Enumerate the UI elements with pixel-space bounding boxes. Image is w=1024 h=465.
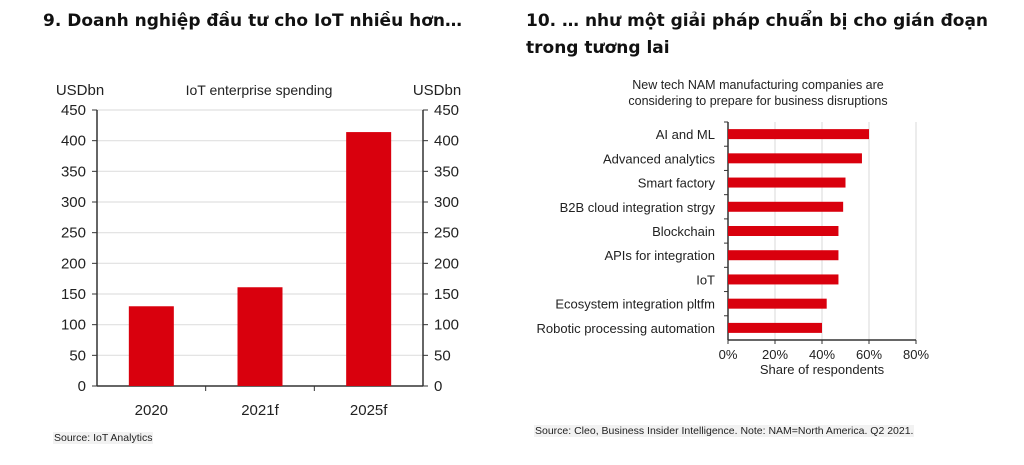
left-chart-heading: 9. Doanh nghiệp đầu tư cho IoT nhiều hơn… xyxy=(43,11,462,31)
chart-title-line: considering to prepare for business disr… xyxy=(628,94,887,108)
y-category-label: Robotic processing automation xyxy=(537,321,716,336)
bar-b2b-cloud-integration-strgy xyxy=(728,201,844,212)
x-tick-label: 20% xyxy=(762,347,788,362)
y-tick-label-left: 450 xyxy=(61,102,86,119)
y-tick-label-left: 50 xyxy=(69,347,86,364)
x-tick-label: 40% xyxy=(809,347,835,362)
y-tick-label-right: 100 xyxy=(434,317,459,334)
y-category-label: B2B cloud integration strgy xyxy=(560,200,716,215)
y-tick-label-right: 200 xyxy=(434,255,459,272)
bar-2025f xyxy=(346,132,392,386)
bar-ecosystem-integration-pltfm xyxy=(728,298,827,309)
y-tick-label-right: 50 xyxy=(434,347,451,364)
bar-ai-and-ml xyxy=(728,129,869,140)
y-tick-label-left: 200 xyxy=(61,255,86,272)
x-tick-label: 0% xyxy=(719,347,738,362)
y-tick-label-left: 300 xyxy=(61,194,86,211)
x-tick-label: 60% xyxy=(856,347,882,362)
y-tick-label-right: 250 xyxy=(434,225,459,242)
chart-title-line: New tech NAM manufacturing companies are xyxy=(632,78,884,92)
bar-apis-for-integration xyxy=(728,250,839,261)
x-tick-label: 2021f xyxy=(241,402,279,419)
y-tick-label-left: 0 xyxy=(78,378,86,395)
y-category-label: Advanced analytics xyxy=(603,151,716,166)
y-tick-label-left: 400 xyxy=(61,133,86,150)
bar-blockchain xyxy=(728,226,839,236)
y-category-label: IoT xyxy=(696,272,715,287)
y-tick-label-right: 0 xyxy=(434,378,442,395)
y-tick-label-right: 150 xyxy=(434,286,459,303)
y-category-label: APIs for integration xyxy=(604,248,715,263)
right-chart-heading: 10. … như một giải pháp chuẩn bị cho giá… xyxy=(526,11,989,58)
bar-smart-factory xyxy=(728,177,846,188)
y-tick-label-left: 350 xyxy=(61,163,86,180)
x-tick-label: 80% xyxy=(903,347,929,362)
y-category-label: Blockchain xyxy=(652,224,715,239)
right-chart-source: Source: Cleo, Business Insider Intellige… xyxy=(534,425,915,437)
x-tick-label: 2025f xyxy=(350,402,388,419)
left-chart-source: Source: IoT Analytics xyxy=(53,432,154,444)
bar-iot xyxy=(728,274,839,285)
x-axis-label: Share of respondents xyxy=(760,362,885,377)
y-tick-label-right: 400 xyxy=(434,133,459,150)
bar-advanced-analytics xyxy=(728,153,862,164)
y-category-label: AI and ML xyxy=(656,127,715,142)
chart-title: IoT enterprise spending xyxy=(186,82,333,98)
y-tick-label-left: 150 xyxy=(61,286,86,303)
y-tick-label-left: 250 xyxy=(61,225,86,242)
y-category-label: Ecosystem integration pltfm xyxy=(555,297,715,312)
y-tick-label-right: 450 xyxy=(434,102,459,119)
y-axis-label-right: USDbn xyxy=(413,82,461,99)
bar-2021f xyxy=(237,287,283,386)
bar-robotic-processing-automation xyxy=(728,322,822,333)
y-axis-label-left: USDbn xyxy=(56,82,104,99)
bar-2020 xyxy=(128,306,174,386)
y-category-label: Smart factory xyxy=(638,176,716,191)
y-tick-label-right: 300 xyxy=(434,194,459,211)
y-tick-label-right: 350 xyxy=(434,163,459,180)
y-tick-label-left: 100 xyxy=(61,317,86,334)
x-tick-label: 2020 xyxy=(135,402,168,419)
